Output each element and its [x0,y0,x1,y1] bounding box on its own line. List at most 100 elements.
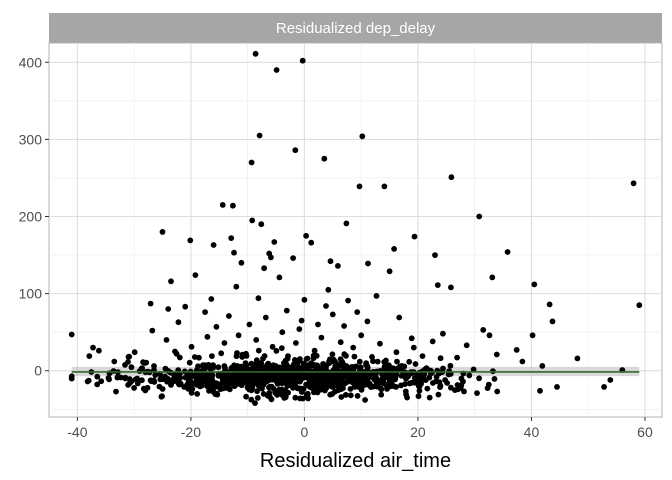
data-point [299,57,306,64]
data-point [96,347,102,354]
data-point [338,394,345,400]
y-tick-label: 0 [34,363,42,379]
data-point [384,386,390,392]
data-point [340,385,346,392]
data-point [529,332,536,339]
data-point [182,303,189,310]
data-point [539,363,546,369]
data-point [162,365,169,372]
data-point [370,358,376,365]
data-point [299,395,306,402]
data-point [493,351,500,358]
data-point [85,377,92,384]
data-point [342,392,349,398]
data-point [231,249,237,256]
data-point [252,50,259,57]
data-point [164,378,171,385]
data-point [257,380,263,387]
data-point [381,183,388,190]
data-point [329,391,336,397]
data-point [296,326,303,332]
data-point [298,385,305,392]
data-point [437,355,444,362]
data-point [396,314,403,321]
data-point [375,381,381,387]
data-point [256,132,263,139]
data-point [261,265,267,272]
data-point [429,338,436,345]
data-point [325,286,332,293]
data-point [374,358,381,365]
data-point [466,372,473,379]
data-point [310,352,317,359]
data-point [186,359,193,366]
data-point [319,373,326,380]
data-point [226,380,233,387]
data-point [151,363,157,369]
data-point [238,259,245,266]
data-point [336,375,342,381]
data-point [486,332,493,339]
data-point [94,381,101,388]
data-point [386,268,393,275]
data-point [176,354,183,361]
data-point [350,344,357,351]
x-axis-ticks: -40 -20 0 20 40 60 [67,417,653,440]
data-point [335,263,341,269]
data-point [258,364,265,371]
data-point [476,375,482,382]
data-point [226,313,232,319]
data-point [323,303,329,309]
data-point [363,362,369,368]
data-point [131,385,138,391]
data-point [380,376,387,382]
data-point [111,358,118,365]
data-point [504,249,511,255]
data-point [433,378,439,385]
data-point [574,355,581,362]
data-point [273,67,280,73]
data-point [230,202,236,209]
data-point [434,282,441,288]
data-point [239,354,246,360]
data-point [168,278,174,285]
data-point [345,297,351,304]
data-point [370,372,377,378]
data-point [260,355,266,362]
data-point [364,318,371,325]
data-point [252,400,258,406]
data-point [491,376,498,382]
data-point [271,239,278,245]
data-point [68,331,75,338]
major-gridlines [49,43,662,417]
data-point [274,392,280,398]
data-point [220,373,227,380]
data-point [402,388,409,395]
data-point [299,375,306,382]
data-point [437,382,444,389]
data-point [519,358,526,365]
data-point [382,362,389,369]
data-point [181,384,188,390]
data-point [268,254,274,261]
data-point [212,391,219,398]
data-point [177,375,184,381]
data-point [513,347,520,353]
data-point [531,281,538,288]
data-point [210,242,217,248]
data-point [265,360,272,367]
data-point [373,293,380,299]
data-point [410,344,417,351]
data-point [278,345,285,351]
facet-title: Residualized dep_delay [276,20,436,37]
data-point [156,383,163,390]
data-point [412,361,419,367]
data-point [249,217,256,224]
data-point [494,388,501,395]
data-point [90,344,96,351]
data-point [218,350,225,357]
data-point [187,378,194,384]
data-point [424,385,431,392]
data-point [329,351,336,358]
y-tick-label: 200 [19,209,43,225]
